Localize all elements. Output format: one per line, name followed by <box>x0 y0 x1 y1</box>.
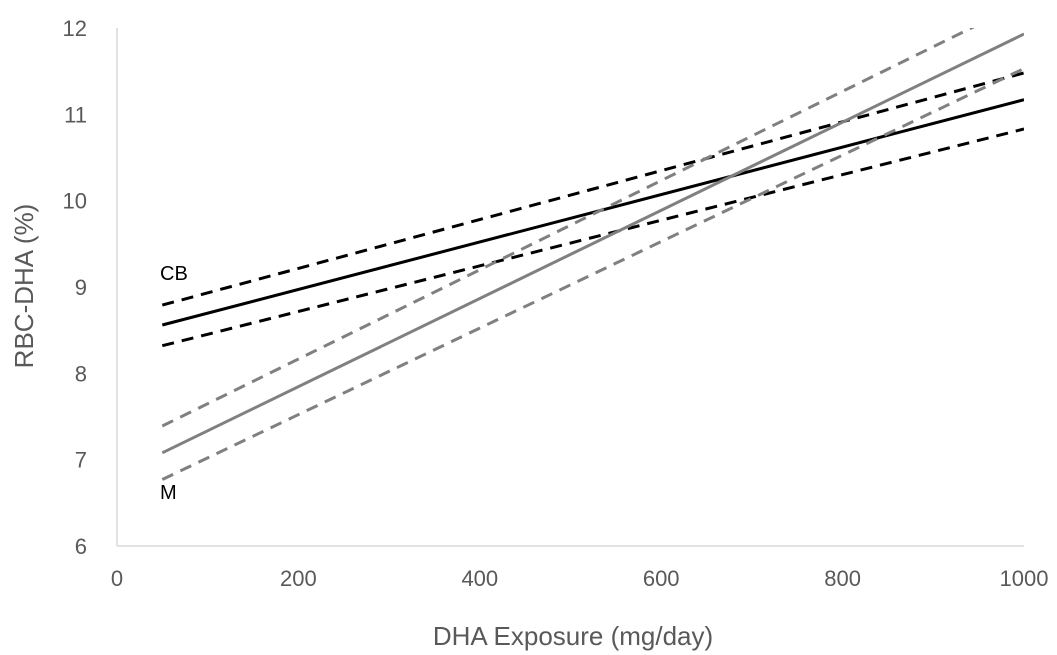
x-tick-label: 600 <box>643 566 680 591</box>
confidence-band-line <box>161 71 1024 307</box>
y-tick-label: 11 <box>64 102 87 127</box>
confidence-band-line <box>161 67 1024 481</box>
y-tick-label: 10 <box>63 189 87 214</box>
x-tick-label: 200 <box>280 566 317 591</box>
series-lines <box>161 28 1024 481</box>
y-tick-label: 12 <box>63 16 87 41</box>
regression-line <box>161 32 1024 455</box>
series-label: M <box>160 482 177 504</box>
confidence-band-line <box>161 28 975 428</box>
axes <box>116 28 1024 547</box>
y-tick-label: 7 <box>75 448 87 473</box>
y-tick-label: 8 <box>75 361 87 386</box>
y-tick-label: 9 <box>75 275 87 300</box>
regression-line <box>161 98 1024 327</box>
x-tick-label: 1000 <box>1000 566 1049 591</box>
confidence-band-line <box>161 127 1024 348</box>
y-tick-label: 6 <box>75 534 87 559</box>
x-tick-label: 0 <box>111 566 123 591</box>
x-tick-label: 800 <box>824 566 861 591</box>
tick-labels: 0 200 400 600 800 1000 6 7 8 9 10 11 12 <box>63 16 1049 591</box>
x-axis-title: DHA Exposure (mg/day) <box>433 621 713 651</box>
y-axis-title: RBC-DHA (%) <box>9 204 39 369</box>
x-tick-label: 400 <box>461 566 498 591</box>
series-labels: CB M <box>160 263 188 504</box>
series-label: CB <box>160 263 188 285</box>
